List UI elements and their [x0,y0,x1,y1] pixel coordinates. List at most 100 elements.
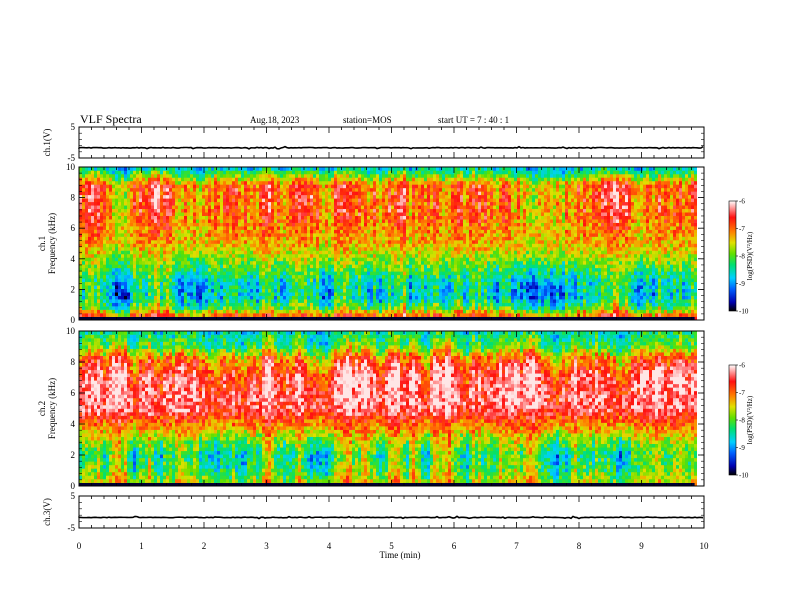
spectrogram-cell [262,250,265,255]
spectrogram-cell [337,264,340,269]
spectrogram-cell [130,250,133,255]
spectrogram-cell [115,299,118,303]
spectrogram-cell [358,274,361,279]
spectrogram-cell [244,222,247,227]
spectrogram-cell [112,205,115,210]
spectrogram-cell [304,260,307,265]
spectrogram-cell [406,184,409,189]
spectrogram-cell [118,212,121,216]
spectrogram-cell [220,299,223,303]
spectrogram-cell [106,208,109,213]
spectrogram-cell [403,219,406,223]
spectrogram-cell [337,302,340,307]
spectrogram-cell [337,208,340,213]
spectrogram-cell [313,313,316,317]
spectrogram-cell [112,236,115,241]
spectrogram-cell [82,260,85,265]
spectrogram-cell [271,177,274,182]
spectrogram-cell [268,233,271,237]
spectrogram-cell [163,306,166,310]
spectrogram-cell [370,184,373,189]
spectrogram-cell [136,212,139,216]
spectrogram-cell [166,208,169,213]
spectrogram-cell [253,302,256,307]
spectrogram-cell [235,302,238,307]
spectrogram-cell [256,167,259,171]
spectrogram-cell [355,222,358,227]
spectrogram-cell [295,187,298,192]
spectrogram-cell [193,170,196,175]
spectrogram-cell [226,219,229,223]
spectrogram-cell [157,243,160,248]
spectrogram-cell [280,208,283,213]
spectrogram-cell [247,306,250,310]
spectrogram-cell [286,236,289,241]
spectrogram-cell [289,208,292,213]
spectrogram-cell [172,302,175,307]
spectrogram-cell [313,264,316,269]
spectrogram-cell [160,246,163,251]
spectrogram-cell [370,288,373,293]
spectrogram-cell [178,236,181,241]
spectrogram-cell [310,260,313,265]
spectrogram-cell [232,278,235,283]
spectrogram-cell [211,191,214,196]
spectrogram-cell [130,226,133,230]
spectrogram-cell [373,250,376,255]
spectrogram-cell [352,180,355,185]
spectrogram-cell [265,278,268,283]
spectrogram-cell [373,222,376,227]
spectrogram-cell [157,250,160,255]
spectrogram-cell [250,285,253,290]
spectrogram-cell [187,187,190,192]
spectrogram-cell [118,243,121,248]
spectrogram-cell [124,281,127,286]
spectrogram-cell [235,236,238,241]
spectrogram-cell [376,236,379,241]
spectrogram-cell [118,281,121,286]
spectrogram-cell [190,274,193,279]
spectrogram-cell [121,292,124,296]
spectrogram-cell [304,236,307,241]
spectrogram-cell [253,233,256,237]
spectrogram-cell [301,208,304,213]
spectrogram-cell [214,309,217,314]
spectrogram-cell [88,212,91,216]
spectrogram-cell [325,274,328,279]
spectrogram-cell [304,212,307,216]
spectrogram-cell [121,170,124,175]
spectrogram-cell [388,250,391,255]
spectrogram-cell [178,302,181,307]
spectrogram-cell [403,292,406,296]
spectrogram-cell [211,201,214,206]
spectrogram-cell [310,306,313,310]
spectrogram-cell [220,194,223,199]
spectrogram-cell [364,257,367,262]
spectrogram-cell [235,229,238,234]
spectrogram-cell [388,253,391,258]
spectrogram-cell [136,205,139,210]
spectrogram-cell [160,208,163,213]
spectrogram-cell [196,201,199,206]
spectrogram-cell [388,240,391,244]
spectrogram-cell [304,226,307,230]
spectrogram-cell [118,219,121,223]
spectrogram-cell [301,253,304,258]
spectrogram-cell [142,222,145,227]
spectrogram-cell [367,309,370,314]
spectrogram-cell [223,173,226,178]
spectrogram-cell [97,243,100,248]
spectrogram-cell [175,250,178,255]
spectrogram-cell [208,236,211,241]
spectrogram-cell [403,260,406,265]
spectrogram-cell [100,309,103,314]
spectrogram-cell [112,250,115,255]
spectrogram-cell [400,264,403,269]
spectrogram-cell [331,246,334,251]
spectrogram-cell [316,187,319,192]
spectrogram-cell [316,292,319,296]
spectrogram-cell [166,288,169,293]
spectrogram-cell [100,306,103,310]
spectrogram-cell [223,187,226,192]
spectrogram-cell [238,205,241,210]
